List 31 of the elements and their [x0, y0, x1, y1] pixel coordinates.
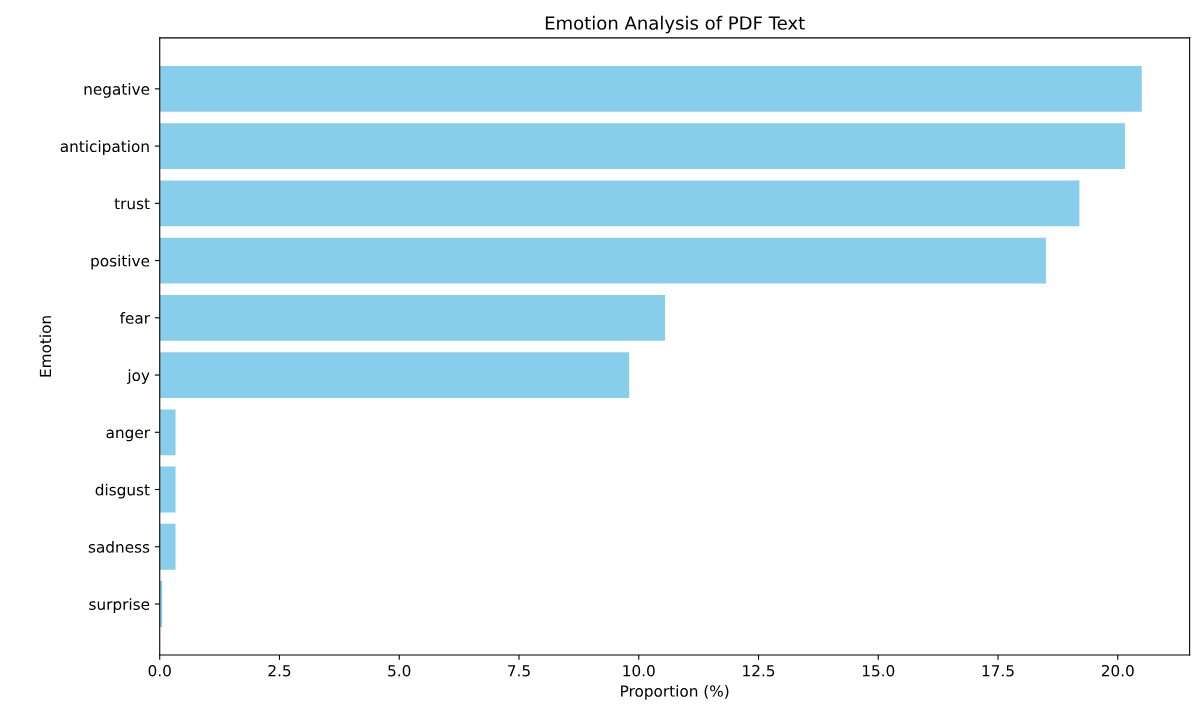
x-tick-label: 0.0 [148, 664, 171, 677]
bar [159, 180, 1080, 227]
x-tick-label: 10.0 [623, 664, 655, 677]
bar [159, 466, 176, 513]
bar [159, 523, 176, 570]
y-tick-label: positive [91, 254, 150, 270]
bar [159, 352, 630, 398]
x-tick-label: 5.0 [388, 664, 411, 677]
bar [159, 409, 176, 456]
x-tick-label: 17.5 [982, 665, 1014, 677]
x-tick-label: 15.0 [862, 664, 895, 677]
bar [159, 237, 1046, 284]
bar [159, 294, 666, 341]
y-tick-label: sadness [88, 540, 150, 553]
x-tick-label: 12.5 [743, 664, 775, 677]
x-axis-title: Proportion (%) [621, 685, 729, 700]
y-tick-label: anticipation [60, 140, 149, 156]
x-tick-label: 20.0 [1101, 664, 1134, 677]
y-tick-label: joy [127, 369, 150, 385]
chart-title: Emotion Analysis of PDF Text [545, 15, 805, 34]
y-tick-label: surprise [89, 598, 150, 613]
y-tick-label: fear [119, 311, 150, 324]
y-tick-label: disgust [95, 483, 150, 499]
y-tick-label: trust [114, 198, 150, 210]
y-tick-label: anger [106, 429, 150, 442]
x-tick-label: 2.5 [268, 664, 291, 677]
y-tick-label: negative [84, 83, 150, 98]
bar [159, 123, 1125, 169]
y-axis-title: Emotion [39, 316, 52, 377]
x-tick-label: 7.5 [508, 665, 530, 677]
bar [159, 65, 1142, 112]
